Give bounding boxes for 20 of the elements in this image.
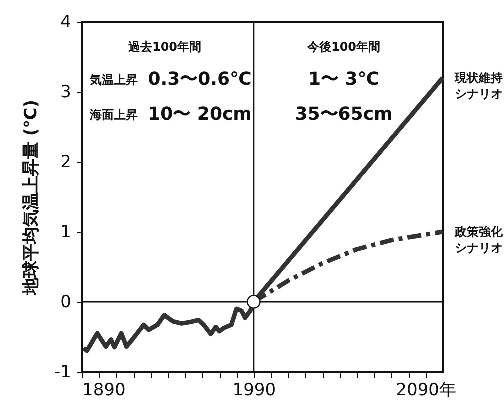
y-tick-label: 1	[60, 222, 72, 242]
annotation: 1〜 3℃	[308, 69, 380, 90]
annotation: 過去100年間	[127, 40, 202, 54]
y-axis-title: 地球平均気温上昇量 (℃)	[22, 100, 42, 296]
x-tick-label: 1990	[232, 380, 276, 400]
y-tick-label: 0	[60, 292, 72, 312]
x-tick-label: 2090年	[396, 380, 456, 400]
y-tick-label: -1	[54, 362, 72, 382]
annotation: 気温上昇	[89, 73, 138, 87]
annotation: 0.3〜0.6℃	[148, 69, 252, 90]
series-label: 現状維持シナリオ	[454, 71, 503, 101]
y-tick-label: 3	[60, 82, 72, 102]
x-tick-label: 1890	[82, 380, 126, 400]
annotation: 今後100年間	[306, 40, 381, 54]
y-tick-label: 2	[60, 152, 72, 172]
annotation: 海面上昇	[89, 108, 138, 122]
annotation: 35〜65cm	[295, 104, 393, 125]
series-label: 政策強化シナリオ	[454, 225, 504, 255]
y-tick-label: 4	[60, 12, 72, 32]
annotation: 10〜 20cm	[148, 104, 252, 125]
